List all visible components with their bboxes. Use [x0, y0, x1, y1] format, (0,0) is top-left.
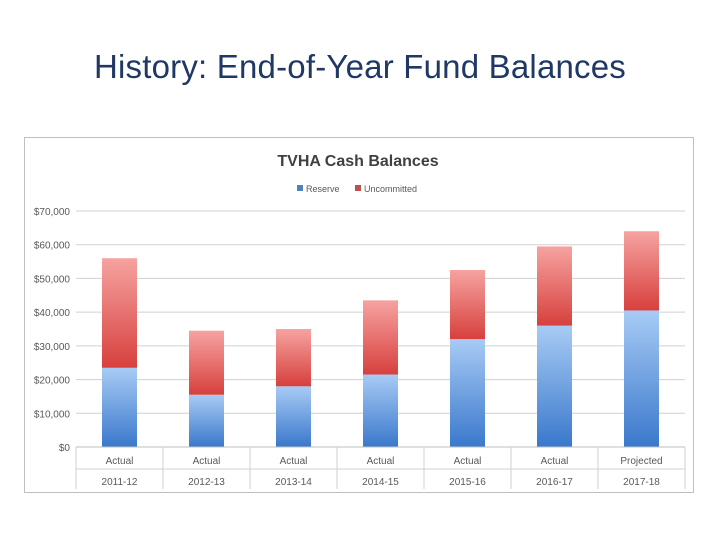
bars: [102, 231, 659, 447]
x-axis: Actual 2011-12 Actual 2012-13 Actual 2013-14 A…: [75, 446, 686, 489]
x-category-label: 2014-15: [362, 477, 399, 488]
x-category-label: 2011-12: [102, 477, 138, 488]
y-tick-label: $50,000: [34, 274, 71, 285]
x-category-label: 2013-14: [275, 477, 312, 488]
bar-uncommitted-2011-12: [102, 258, 137, 368]
y-tick-label: $0: [59, 443, 71, 454]
bar-uncommitted-2017-18: [624, 231, 659, 311]
y-tick-label: $30,000: [34, 342, 71, 353]
bar-uncommitted-2015-16: [450, 270, 485, 340]
legend-swatch-reserve: [297, 185, 303, 191]
bar-reserve-2013-14: [276, 386, 311, 447]
x-status-label: Actual: [541, 456, 569, 467]
bar-reserve-2012-13: [189, 394, 224, 447]
bar-reserve-2016-17: [537, 325, 572, 447]
x-status-label: Projected: [620, 456, 662, 467]
bar-reserve-2015-16: [450, 339, 485, 447]
x-status-label: Actual: [280, 456, 308, 467]
bar-uncommitted-2013-14: [276, 329, 311, 387]
x-status-label: Actual: [193, 456, 221, 467]
x-category-label: 2016-17: [536, 477, 573, 488]
x-category-label: 2015-16: [449, 477, 486, 488]
bar-uncommitted-2016-17: [537, 246, 572, 326]
bar-reserve-2017-18: [624, 310, 659, 447]
bar-uncommitted-2014-15: [363, 300, 398, 375]
chart-title: TVHA Cash Balances: [277, 153, 438, 170]
x-category-label: 2012-13: [188, 477, 225, 488]
y-tick-label: $10,000: [34, 409, 71, 420]
chart-container: TVHA Cash Balances Reserve Uncommitted $0…: [24, 137, 694, 493]
y-tick-label: $40,000: [34, 308, 71, 319]
y-tick-label: $20,000: [34, 376, 71, 387]
y-tick-label: $60,000: [34, 241, 71, 252]
bar-reserve-2014-15: [363, 374, 398, 447]
stacked-bar-chart: TVHA Cash Balances Reserve Uncommitted $0…: [34, 153, 686, 489]
slide-title: History: End-of-Year Fund Balances: [93, 48, 626, 85]
legend-label: Uncommitted: [364, 184, 417, 194]
legend-swatch-uncommitted: [355, 185, 361, 191]
x-status-label: Actual: [367, 456, 395, 467]
x-category-label: 2017-18: [623, 477, 660, 488]
x-status-label: Actual: [454, 456, 482, 467]
chart-legend: Reserve Uncommitted: [297, 184, 417, 194]
legend-label: Reserve: [306, 184, 340, 194]
bar-uncommitted-2012-13: [189, 330, 224, 395]
x-status-label: Actual: [106, 456, 134, 467]
bar-reserve-2011-12: [102, 367, 137, 447]
y-axis: $0 $10,000 $20,000 $30,000 $40,000 $50,000 $60…: [34, 207, 71, 454]
y-tick-label: $70,000: [34, 207, 71, 218]
